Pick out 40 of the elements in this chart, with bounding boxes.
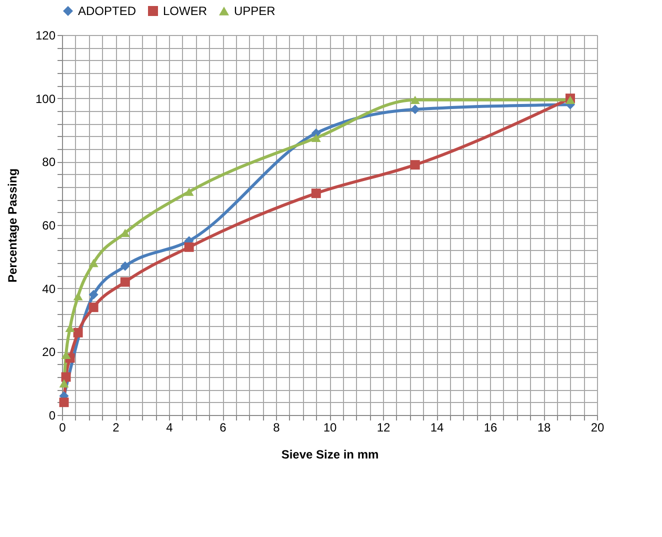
- point: [184, 188, 194, 196]
- point: [120, 261, 130, 271]
- point: [59, 379, 69, 388]
- point: [73, 328, 83, 338]
- x-tick-label: 2: [112, 420, 120, 434]
- point: [410, 160, 420, 170]
- point: [88, 258, 98, 268]
- x-tick-label: 0: [59, 420, 66, 434]
- point: [59, 398, 69, 408]
- y-axis-title: Percentage Passing: [5, 168, 20, 283]
- y-tick-label: 40: [42, 282, 56, 296]
- point: [88, 302, 98, 312]
- y-tick-label: 100: [35, 92, 56, 106]
- y-tick-label: 120: [35, 28, 56, 42]
- x-tick-label: 12: [376, 420, 390, 434]
- y-tick-label: 0: [48, 408, 56, 422]
- x-tick-label: 4: [166, 420, 174, 434]
- x-tick-label: 10: [323, 420, 337, 434]
- legend-label: LOWER: [163, 4, 208, 18]
- legend-label: UPPER: [234, 4, 276, 18]
- point: [410, 96, 420, 104]
- point: [120, 277, 130, 287]
- x-tick-label: 6: [220, 420, 227, 434]
- y-tick-label: 60: [42, 218, 56, 232]
- y-tick-label: 80: [42, 155, 56, 170]
- x-tick-label: 8: [273, 420, 280, 434]
- point: [311, 188, 321, 198]
- point: [73, 292, 83, 300]
- legend-label: ADOPTED: [78, 4, 136, 18]
- point: [311, 134, 321, 142]
- x-tick-label: 14: [430, 420, 444, 434]
- point: [88, 290, 98, 300]
- point: [61, 372, 71, 382]
- x-tick-label: 18: [537, 420, 551, 434]
- y-tick-label: 20: [42, 345, 56, 360]
- point: [410, 104, 420, 114]
- x-tick-label: 20: [590, 420, 604, 434]
- x-axis-title: Sieve Size in mm: [281, 448, 379, 462]
- x-tick-label: 16: [484, 420, 498, 434]
- point: [184, 242, 194, 252]
